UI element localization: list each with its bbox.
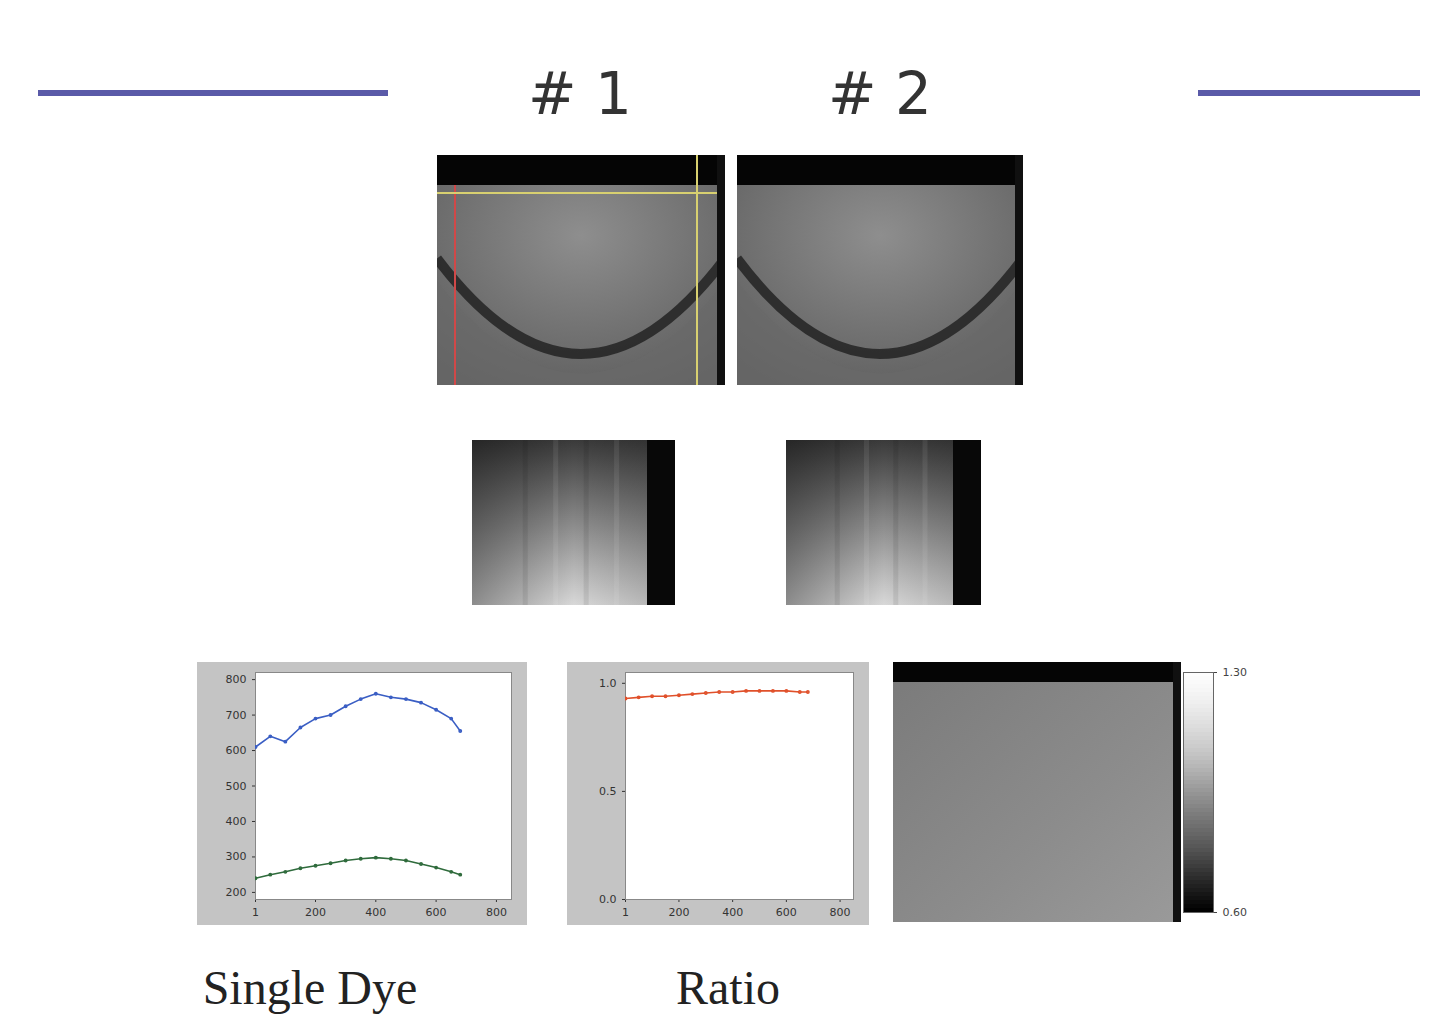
svg-text:400: 400	[226, 815, 247, 828]
svg-text:600: 600	[426, 906, 447, 919]
svg-text:300: 300	[226, 850, 247, 863]
svg-text:400: 400	[722, 906, 743, 919]
svg-text:0.0: 0.0	[599, 893, 617, 906]
html-text:# 1: # 1	[528, 60, 632, 128]
svg-text:200: 200	[668, 906, 689, 919]
svg-text:1.30: 1.30	[1223, 666, 1248, 679]
svg-text:800: 800	[226, 673, 247, 686]
html-text:Single Dye: Single Dye	[202, 961, 418, 1014]
svg-text:200: 200	[305, 906, 326, 919]
svg-text:800: 800	[486, 906, 507, 919]
svg-text:600: 600	[226, 744, 247, 757]
svg-text:700: 700	[226, 709, 247, 722]
svg-text:0.5: 0.5	[599, 785, 617, 798]
svg-text:1.0: 1.0	[599, 677, 617, 690]
svg-text:1: 1	[252, 906, 259, 919]
svg-text:1: 1	[622, 906, 629, 919]
svg-text:400: 400	[365, 906, 386, 919]
svg-text:600: 600	[776, 906, 797, 919]
html-text:# 2: # 2	[828, 60, 932, 128]
svg-text:0.60: 0.60	[1223, 906, 1248, 919]
svg-text:800: 800	[830, 906, 851, 919]
html-text:Ratio: Ratio	[676, 961, 780, 1014]
svg-text:200: 200	[226, 886, 247, 899]
svg-text:500: 500	[226, 780, 247, 793]
